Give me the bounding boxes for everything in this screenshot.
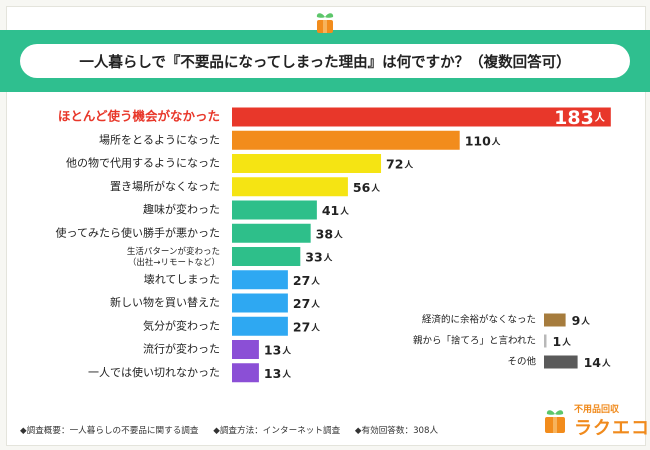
brand-tagline: 不用品回収 [574,405,620,415]
category-label: 他の物で代用するようになった [66,156,220,170]
category-label: （出社→リモートなど） [128,257,220,268]
data-label: 41人 [322,203,349,218]
category-label: 新しい物を買い替えた [110,295,220,309]
category-label: 生活パターンが変わった [127,246,220,257]
category-label: 場所をとるようになった [99,133,220,146]
bar [232,223,311,243]
side-bar [544,313,566,327]
data-label: 183人 [554,107,606,129]
brand-box-icon [545,410,565,433]
bar [232,154,382,173]
side-category-label: 経済的に余裕がなくなった [422,314,536,326]
bar [232,293,288,313]
bar [232,177,348,197]
data-label: 110人 [465,133,501,148]
bar [232,363,259,383]
side-data-label: 1人 [553,334,572,349]
bar [232,130,460,150]
category-label: 流行が変わった [143,342,220,356]
category-label: ほとんど使う機会がなかった [58,109,220,124]
footnote-method: ◆調査方法：インターネット調査 [213,426,341,436]
side-category-label: その他 [507,356,536,368]
bar [232,107,611,127]
data-label: 33人 [305,249,332,264]
data-label: 27人 [293,319,320,334]
data-label: 72人 [386,156,413,171]
side-data-label: 9人 [572,313,591,328]
bar [232,340,259,359]
chart-title: 一人暮らしで『不要品になってしまった理由』は何ですか？（複数回答可） [20,44,630,78]
data-label: 27人 [293,272,320,287]
brand-name: ラクエコ [574,418,650,439]
footnote-overview: ◆調査概要：一人暮らしの不要品に関する調査 [20,426,199,436]
bar [232,200,317,220]
data-label: 13人 [264,342,291,357]
box-sprout-icon [316,13,334,33]
data-label: 56人 [353,179,380,194]
data-label: 13人 [264,365,291,380]
footnote-respondents: ◆有効回答数：308人 [354,426,439,436]
side-category-label: 親から「捨てろ」と言われた [413,335,536,347]
brand-logo: 不用品回収 ラクエコ [540,400,649,440]
bar [232,270,288,290]
category-label: 置き場所がなくなった [110,179,220,193]
bar [232,316,288,336]
side-bar [544,334,547,348]
data-label: 38人 [316,226,343,241]
category-label: 壊れてしまった [144,273,220,286]
footnotes: ◆調査概要：一人暮らしの不要品に関する調査 ◆調査方法：インターネット調査 ◆有… [20,424,450,436]
category-label: 気分が変わった [143,318,220,332]
data-label: 27人 [293,296,320,311]
side-bar [544,355,578,369]
category-label: 使ってみたら使い勝手が悪かった [56,225,220,239]
category-label: 一人では使い切れなかった [88,366,220,379]
side-data-label: 14人 [584,355,611,370]
bar [232,247,301,266]
category-label: 趣味が変わった [143,202,220,216]
